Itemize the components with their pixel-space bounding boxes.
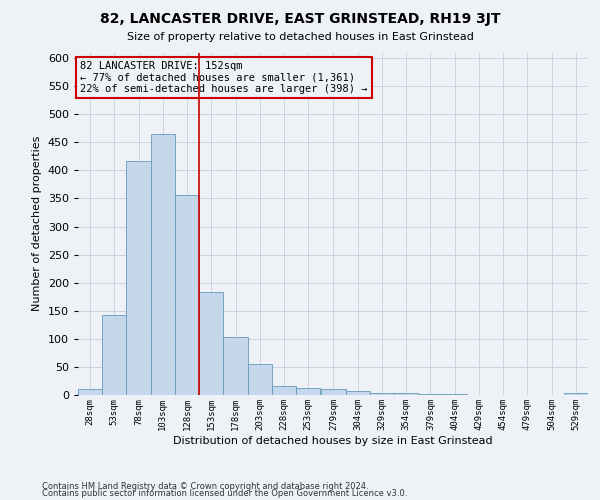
Text: 82 LANCASTER DRIVE: 152sqm
← 77% of detached houses are smaller (1,361)
22% of s: 82 LANCASTER DRIVE: 152sqm ← 77% of deta… bbox=[80, 61, 367, 94]
Y-axis label: Number of detached properties: Number of detached properties bbox=[32, 136, 42, 312]
Text: Size of property relative to detached houses in East Grinstead: Size of property relative to detached ho… bbox=[127, 32, 473, 42]
Bar bbox=[272, 386, 296, 395]
Bar bbox=[78, 390, 102, 395]
Bar bbox=[346, 390, 370, 395]
Bar bbox=[296, 388, 320, 395]
Bar bbox=[223, 337, 248, 395]
Text: Contains HM Land Registry data © Crown copyright and database right 2024.: Contains HM Land Registry data © Crown c… bbox=[42, 482, 368, 491]
Bar bbox=[199, 292, 223, 395]
Bar bbox=[151, 134, 175, 395]
Bar bbox=[127, 161, 151, 395]
Text: Contains public sector information licensed under the Open Government Licence v3: Contains public sector information licen… bbox=[42, 490, 407, 498]
Text: 82, LANCASTER DRIVE, EAST GRINSTEAD, RH19 3JT: 82, LANCASTER DRIVE, EAST GRINSTEAD, RH1… bbox=[100, 12, 500, 26]
Bar bbox=[248, 364, 272, 395]
Bar bbox=[322, 390, 346, 395]
Bar bbox=[102, 314, 127, 395]
X-axis label: Distribution of detached houses by size in East Grinstead: Distribution of detached houses by size … bbox=[173, 436, 493, 446]
Bar bbox=[564, 393, 588, 395]
Bar bbox=[394, 394, 418, 395]
Bar bbox=[370, 393, 394, 395]
Bar bbox=[418, 394, 443, 395]
Bar bbox=[175, 194, 199, 395]
Bar bbox=[443, 394, 467, 395]
